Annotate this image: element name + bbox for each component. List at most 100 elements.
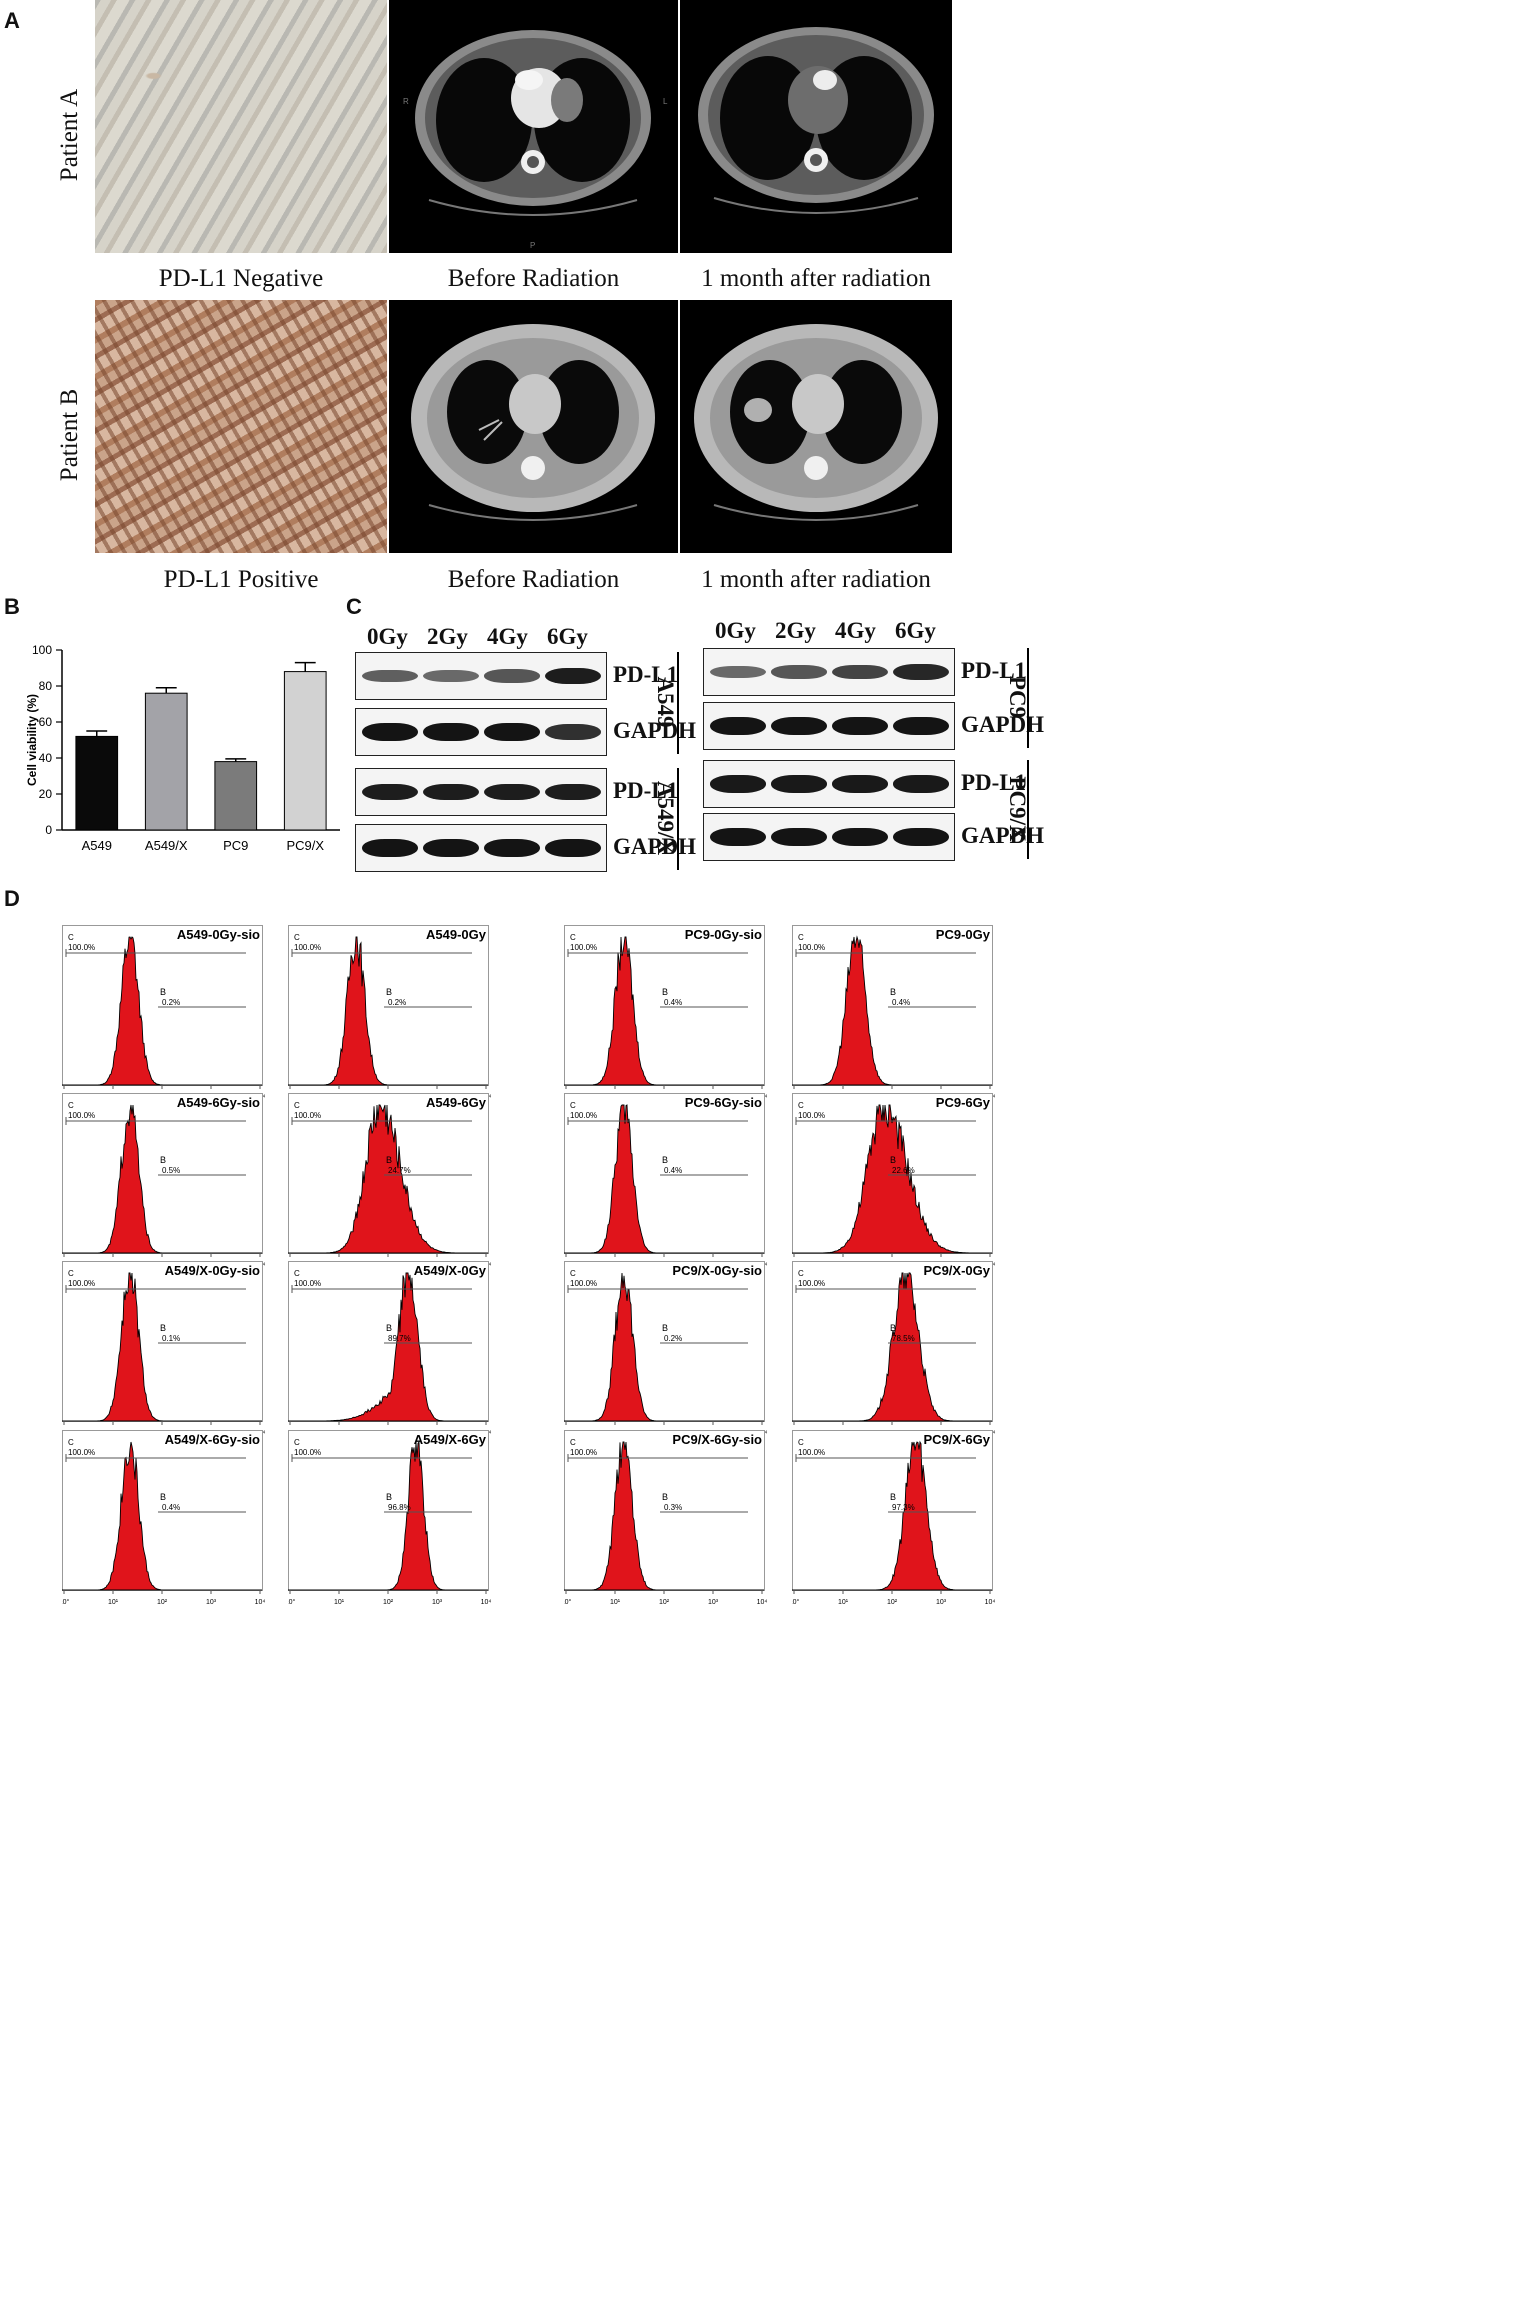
gate-c-label: C (798, 1269, 804, 1278)
bar (144, 692, 188, 831)
x-tick-label: 10³ (936, 1599, 947, 1606)
blot-box (355, 768, 607, 816)
blot-band (893, 775, 949, 793)
x-tick-label: PC9/X (286, 838, 324, 850)
gate-c-percent: 100.0% (798, 1111, 825, 1120)
x-tick-label: 10¹ (838, 1430, 849, 1437)
plot-frame (62, 925, 263, 1086)
blot-band (545, 724, 601, 740)
gate-b-label: B (386, 1155, 392, 1165)
dose-label: 6Gy (895, 618, 936, 643)
dose-label: 6Gy (547, 624, 588, 649)
gate-b-percent: 0.4% (162, 1503, 180, 1512)
x-tick-label: 10⁴ (757, 1599, 768, 1606)
x-tick-label: 10⁴ (985, 1094, 996, 1101)
gate-b-percent: 97.3% (892, 1503, 915, 1512)
gate-b-label: B (890, 1323, 896, 1333)
gate-b-percent: 96.8% (388, 1503, 411, 1512)
western-blot-right: 0Gy 2Gy 4Gy 6Gy PD-L1 GAPDH PD-L1 GAPDH PC9 PC9/X (695, 610, 1044, 861)
x-tick-label: 10⁴ (481, 1430, 492, 1437)
gate-b-label: B (662, 1155, 668, 1165)
svg-text:R: R (403, 97, 409, 106)
gate-c-label: C (570, 1101, 576, 1110)
x-tick-label: 10⁴ (985, 1430, 996, 1437)
gate-b-label: B (662, 987, 668, 997)
histogram-curve (564, 1441, 764, 1591)
histogram-curve (288, 936, 488, 1086)
blot-band (771, 775, 827, 793)
blot-band (484, 783, 540, 801)
dose-label: 2Gy (427, 624, 468, 649)
plot-frame (792, 1261, 993, 1422)
gate-c-percent: 100.0% (570, 1279, 597, 1288)
x-tick-label: 10¹ (838, 1599, 849, 1606)
gate-b-label: B (160, 1155, 166, 1165)
blot-band (423, 783, 479, 801)
histogram-curve (62, 1104, 262, 1254)
x-tick-label: 10¹ (610, 1094, 621, 1101)
x-tick-label: 10² (157, 1262, 168, 1269)
cell-line-label: PC9/X (1005, 775, 1030, 842)
x-tick-label: 10² (887, 1599, 898, 1606)
histogram-curve (62, 1441, 262, 1591)
gate-c-label: C (570, 1269, 576, 1278)
x-tick-label: 10² (659, 1094, 670, 1101)
gate-b-label: B (386, 1492, 392, 1502)
cell-line-bracket (677, 652, 679, 754)
gate-b-percent: 78.5% (892, 1334, 915, 1343)
x-tick-label: 10⁴ (255, 1262, 266, 1269)
x-tick-label: 10³ (432, 1262, 443, 1269)
blot-band (832, 717, 888, 735)
x-tick-label: 10² (887, 1430, 898, 1437)
x-tick-label: 10⁴ (985, 1262, 996, 1269)
gate-b-percent: 22.6% (892, 1166, 915, 1175)
gate-b-percent: 0.2% (664, 1334, 682, 1343)
gate-c-label: C (798, 1438, 804, 1447)
plot-title: PC9-6Gy-sio (685, 1095, 762, 1110)
patient-a-label: Patient A (56, 88, 83, 182)
x-tick-label: 10¹ (838, 1094, 849, 1101)
x-tick-label: 10³ (936, 1430, 947, 1437)
gate-c-label: C (294, 1101, 300, 1110)
x-tick-label: 10¹ (334, 1599, 345, 1606)
cell-line-bracket (1027, 648, 1029, 748)
x-tick-label: 10¹ (108, 1094, 119, 1101)
plot-title: PC9/X-6Gy (924, 1432, 991, 1447)
x-tick-label: 10° (564, 1093, 571, 1101)
gate-c-label: C (798, 1101, 804, 1110)
gate-c-percent: 100.0% (570, 943, 597, 952)
plot-title: A549/X-0Gy (414, 1263, 487, 1278)
x-tick-label: 10³ (432, 1094, 443, 1101)
ct-before-patient-a: R L P (389, 0, 678, 253)
plot-frame (564, 1261, 765, 1422)
blot-band (484, 669, 540, 683)
plot-title: A549/X-6Gy-sio (165, 1432, 260, 1447)
x-tick-label: 10¹ (108, 1430, 119, 1437)
x-tick-label: 10¹ (334, 1094, 345, 1101)
blot-row-label: GAPDH (613, 834, 697, 859)
histogram-curve (288, 1272, 488, 1422)
plot-frame (288, 1261, 489, 1422)
plot-title: PC9-0Gy (936, 927, 991, 942)
gate-b-label: B (386, 1323, 392, 1333)
x-tick-label: 10² (659, 1599, 670, 1606)
x-tick-label: 10³ (708, 1262, 719, 1269)
gate-c-label: C (294, 933, 300, 942)
x-tick-label: 10³ (206, 1430, 217, 1437)
gate-b-label: B (160, 987, 166, 997)
blot-row-label: PD-L1 (961, 658, 1027, 683)
plot-frame (288, 1093, 489, 1254)
gate-c-percent: 100.0% (294, 1279, 321, 1288)
blot-box (355, 824, 607, 872)
gate-c-percent: 100.0% (68, 1111, 95, 1120)
plot-title: A549-0Gy (426, 927, 487, 942)
blot-band (771, 717, 827, 735)
x-tick-label: 10² (659, 1262, 670, 1269)
gate-c-percent: 100.0% (798, 943, 825, 952)
bar (283, 671, 327, 831)
gate-c-label: C (68, 1438, 74, 1447)
blot-band (423, 670, 479, 682)
